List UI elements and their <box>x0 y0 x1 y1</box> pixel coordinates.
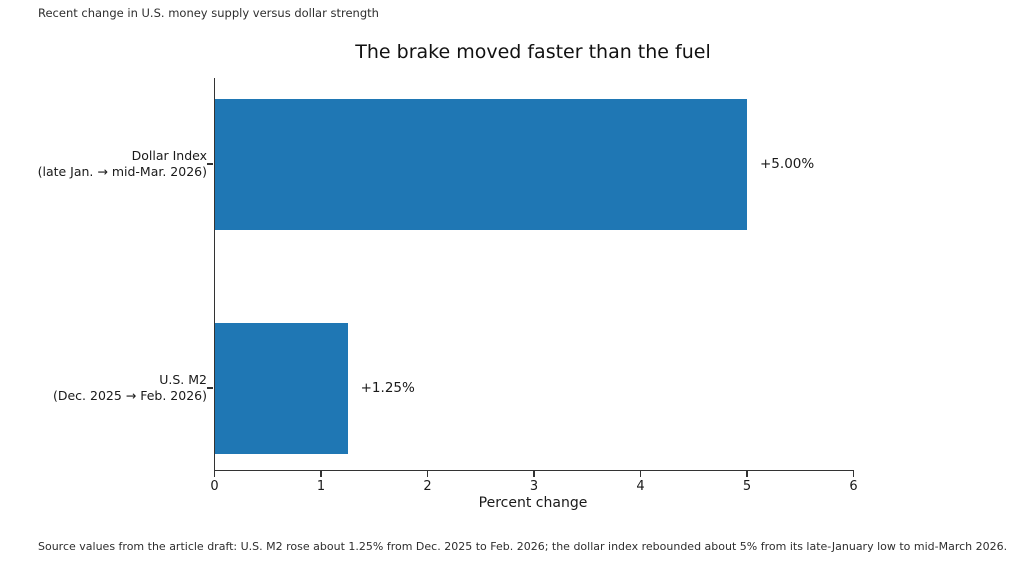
y-category-label-line: (late Jan. → mid-Mar. 2026) <box>37 164 207 179</box>
x-tick-label: 2 <box>423 479 432 494</box>
x-tick <box>852 470 855 477</box>
x-tick <box>533 470 535 477</box>
x-tick-label: 6 <box>849 479 858 494</box>
x-axis-label: Percent change <box>478 495 588 511</box>
bar <box>214 98 747 230</box>
y-tick <box>206 163 213 165</box>
x-tick <box>746 470 748 477</box>
y-category-label: Dollar Index (late Jan. → mid-Mar. 2026) <box>38 148 207 180</box>
chart-title: The brake moved faster than the fuel <box>355 41 711 63</box>
x-tick <box>639 470 642 477</box>
suptitle-note: Recent change in U.S. money supply versu… <box>38 6 379 20</box>
x-tick-label: 4 <box>636 479 645 494</box>
x-tick-label: 1 <box>316 479 326 494</box>
bar-value-label: +5.00% <box>760 156 815 172</box>
plot-area: +5.00% +1.25% 0 1 2 3 4 5 6 <box>206 78 858 494</box>
x-tick <box>426 470 429 477</box>
source-note: Source values from the article draft: U.… <box>38 540 1008 553</box>
bar <box>214 322 348 454</box>
bar-value-label: +1.25% <box>360 380 415 396</box>
y-category-label-line: U.S. M2 <box>159 372 207 387</box>
y-tick <box>206 387 213 389</box>
x-tick-label: 3 <box>529 479 539 494</box>
x-tick <box>213 470 216 477</box>
y-category-label-line: Dollar Index <box>131 148 207 163</box>
x-tick-label: 0 <box>210 479 219 494</box>
x-tick-label: 5 <box>742 479 752 494</box>
y-category-label: U.S. M2 (Dec. 2025 → Feb. 2026) <box>53 372 207 404</box>
x-tick <box>320 470 322 477</box>
y-category-label-line: (Dec. 2025 → Feb. 2026) <box>52 388 207 403</box>
